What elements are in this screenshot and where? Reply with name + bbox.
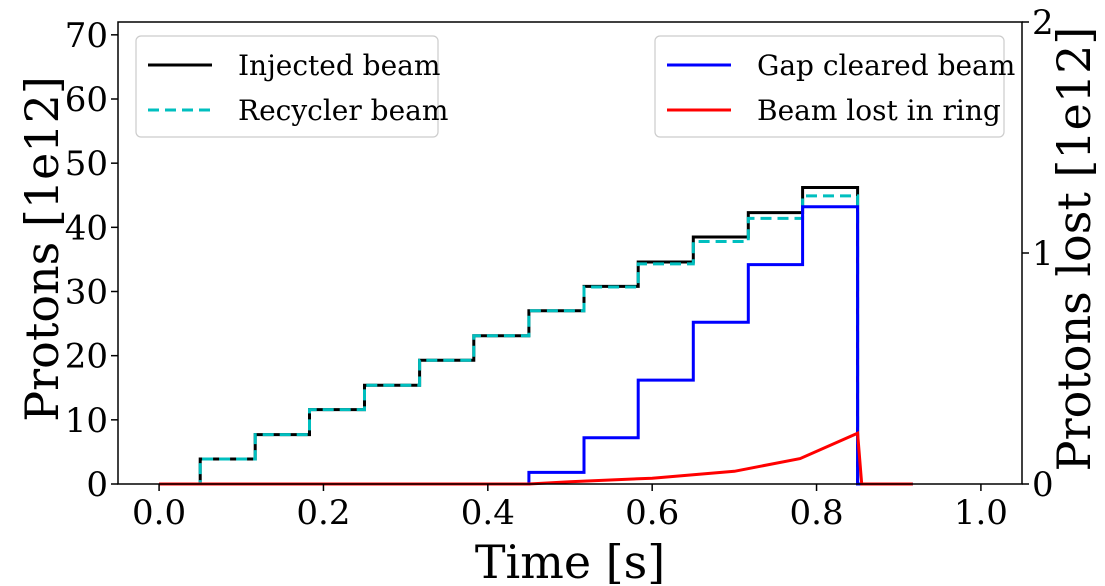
series-line-beam-lost-in-ring [159, 430, 913, 486]
series-line-recycler-beam [159, 194, 913, 486]
y-axis-title: Protons [1e12] [15, 76, 69, 422]
y-tick-label: 30 [65, 273, 108, 313]
y-tick-label: 70 [65, 16, 108, 56]
x-tick-label: 0.6 [625, 493, 679, 533]
x-tick-label: 0.4 [461, 493, 515, 533]
y-tick-label: 40 [65, 208, 108, 248]
x-tick-label: 0.8 [790, 493, 844, 533]
legend-right-box [654, 35, 1005, 138]
x-tick-label: 1.0 [954, 493, 1008, 533]
legend-label-lost: Beam lost in ring [757, 94, 1001, 127]
y-tick-label: 60 [65, 80, 108, 120]
y-tick-label: 50 [65, 144, 108, 184]
y2-tick-label: 0 [1032, 465, 1054, 505]
legend-right: Gap cleared beam Beam lost in ring [654, 35, 1015, 138]
legend-left-box [135, 35, 439, 138]
x-axis-title: Time [s] [475, 535, 665, 586]
legend-label-gap-cleared: Gap cleared beam [757, 49, 1015, 82]
y2-axis-title: Protons lost [1e12] [1047, 27, 1101, 472]
series-layer [159, 186, 913, 486]
y2-tick-label: 1 [1032, 234, 1054, 274]
x-tick-label: 0.0 [132, 493, 186, 533]
y2-tick-label: 2 [1032, 3, 1054, 43]
y-axis-ticks: 0 10 20 30 40 50 60 70 [65, 16, 118, 505]
legend-label-injected: Injected beam [238, 49, 440, 82]
series-line-injected-beam [159, 186, 913, 486]
series-line-gap-cleared-beam [159, 205, 913, 486]
legend-label-recycler: Recycler beam [238, 94, 448, 127]
y-tick-label: 20 [65, 337, 108, 377]
y-tick-label: 0 [86, 465, 108, 505]
x-tick-label: 0.2 [296, 493, 350, 533]
y2-axis-ticks: 0 1 2 [1022, 3, 1054, 505]
x-axis-ticks: 0.0 0.2 0.4 0.6 0.8 1.0 [132, 484, 1008, 533]
legend-left: Injected beam Recycler beam [135, 35, 448, 138]
y-tick-label: 10 [65, 401, 108, 441]
